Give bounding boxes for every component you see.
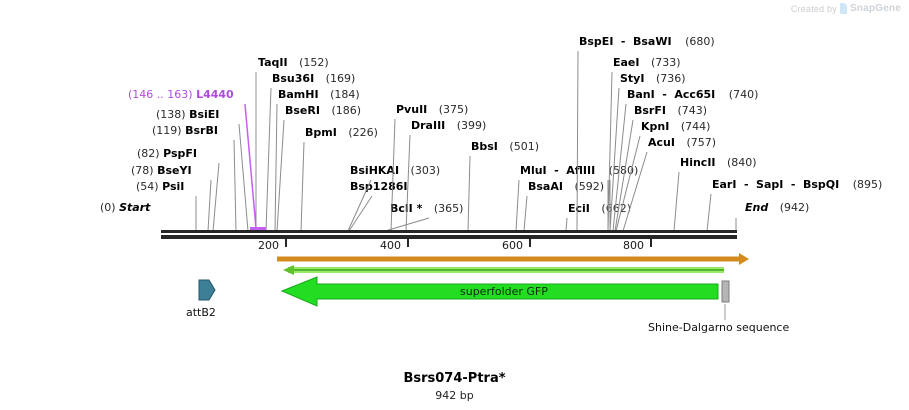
snapgene-watermark: Created by SnapGene — [791, 3, 901, 14]
label-TaqII[interactable]: TaqII (152) — [258, 56, 329, 69]
label-DraIII[interactable]: DraIII (399) — [411, 119, 487, 132]
label-EarI-SapI-BspQI[interactable]: EarI - SapI - BspQI (895) — [712, 178, 883, 191]
feature-label-gfp[interactable]: superfolder GFP — [460, 285, 548, 298]
ruler-tick-600 — [529, 239, 531, 247]
gfp-arrow — [280, 276, 719, 307]
label-HincII[interactable]: HincII (840) — [680, 156, 757, 169]
label-start[interactable]: (0) Start — [100, 202, 150, 213]
label-Bsp1286I[interactable]: Bsp1286I — [350, 180, 408, 193]
label-PvuII[interactable]: PvuII (375) — [396, 103, 469, 116]
sequence-line-top — [161, 230, 737, 233]
start-position: (0) — [100, 201, 116, 214]
lightgreen-track — [283, 265, 724, 275]
label-L4440[interactable]: (146 .. 163) L4440 — [128, 88, 234, 101]
label-BseRI[interactable]: BseRI (186) — [285, 104, 362, 117]
snapgene-logo-icon — [839, 3, 847, 14]
feature-label-shine-dalgarno[interactable]: Shine-Dalgarno sequence — [648, 321, 790, 334]
label-PsiI[interactable]: (54) PsiI — [136, 180, 185, 193]
label-BsiEI[interactable]: (138) BsiEI — [156, 108, 220, 121]
ruler-label-600: 600 — [502, 239, 523, 252]
label-PspFI[interactable]: (82) PspFI — [137, 147, 197, 160]
start-label: Start — [119, 201, 151, 214]
label-BsrBI[interactable]: (119) BsrBI — [152, 124, 218, 137]
ruler-label-400: 400 — [380, 239, 401, 252]
label-KpnI[interactable]: KpnI (744) — [641, 120, 711, 133]
ruler-tick-800 — [650, 239, 652, 247]
ruler-label-800: 800 — [623, 239, 644, 252]
attb2-arrow — [198, 279, 216, 301]
end-label: End — [745, 201, 769, 214]
label-Bsu36I[interactable]: Bsu36I (169) — [272, 72, 356, 85]
label-BbsI[interactable]: BbsI (501) — [471, 140, 539, 153]
label-BspEI-BsaWI[interactable]: BspEI - BsaWI (680) — [579, 35, 715, 48]
map-subtitle: 942 bp — [435, 389, 474, 402]
watermark-brand: SnapGene — [849, 3, 901, 14]
label-end[interactable]: End (942) — [745, 202, 809, 213]
label-BsaAI[interactable]: BsaAI (592) — [528, 180, 605, 193]
label-BamHI[interactable]: BamHI (184) — [278, 88, 360, 101]
label-StyI[interactable]: StyI (736) — [620, 72, 686, 85]
ruler-tick-400 — [407, 239, 409, 247]
label-BanI-Acc65I[interactable]: BanI - Acc65I (740) — [627, 88, 759, 101]
ruler-tick-200 — [285, 239, 287, 247]
shine-dalgarno-box — [721, 280, 730, 303]
ruler-label-200: 200 — [258, 239, 279, 252]
label-EaeI[interactable]: EaeI (733) — [613, 56, 681, 69]
end-position: (942) — [779, 201, 810, 214]
label-BsiHKAI[interactable]: BsiHKAI (303) — [350, 164, 441, 177]
map-title: Bsrs074-Ptra* — [403, 371, 506, 386]
label-BseYI[interactable]: (78) BseYI — [131, 164, 192, 177]
label-BsrFI[interactable]: BsrFI (743) — [634, 104, 708, 117]
label-BpmI[interactable]: BpmI (226) — [305, 126, 378, 139]
orange-track — [277, 253, 749, 265]
feature-label-attb2[interactable]: attB2 — [186, 306, 216, 319]
label-AcuI[interactable]: AcuI (757) — [648, 136, 717, 149]
watermark-prefix: Created by — [790, 3, 837, 14]
sequence-line-bottom — [161, 235, 737, 239]
